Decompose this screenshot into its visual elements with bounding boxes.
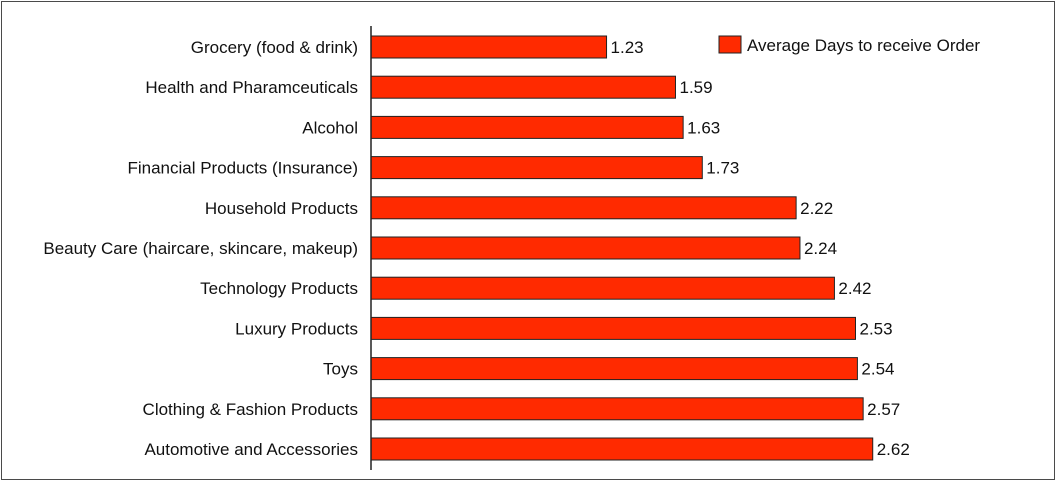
bar bbox=[370, 156, 703, 180]
bar bbox=[370, 35, 608, 59]
value-label: 2.53 bbox=[859, 319, 892, 338]
category-label: Household Products bbox=[205, 199, 358, 218]
value-label: 2.22 bbox=[800, 199, 833, 218]
bar bbox=[370, 75, 676, 99]
bar bbox=[370, 276, 835, 300]
value-label: 2.57 bbox=[867, 400, 900, 419]
bars-group bbox=[370, 35, 874, 461]
category-label: Beauty Care (haircare, skincare, makeup) bbox=[43, 239, 358, 258]
bar bbox=[370, 357, 858, 381]
value-label: 2.62 bbox=[877, 440, 910, 459]
category-label: Health and Pharamceuticals bbox=[145, 78, 358, 97]
bar bbox=[370, 196, 797, 220]
bar bbox=[370, 437, 874, 461]
value-label: 2.54 bbox=[861, 360, 894, 379]
legend-swatch bbox=[718, 35, 742, 54]
category-label: Alcohol bbox=[302, 118, 358, 137]
bar bbox=[370, 115, 684, 139]
value-label: 2.24 bbox=[804, 239, 837, 258]
category-label: Luxury Products bbox=[235, 319, 358, 338]
bar bbox=[370, 397, 864, 421]
category-label: Clothing & Fashion Products bbox=[143, 400, 358, 419]
category-label: Technology Products bbox=[200, 279, 358, 298]
category-labels-group: Grocery (food & drink) Health and Pharamc… bbox=[43, 38, 358, 459]
legend: Average Days to receive Order bbox=[718, 35, 980, 55]
category-label: Grocery (food & drink) bbox=[191, 38, 358, 57]
category-label: Toys bbox=[323, 360, 358, 379]
legend-label: Average Days to receive Order bbox=[747, 36, 980, 55]
bar bbox=[370, 316, 856, 340]
value-label: 2.42 bbox=[838, 279, 871, 298]
value-label: 1.23 bbox=[611, 38, 644, 57]
category-label: Automotive and Accessories bbox=[144, 440, 358, 459]
value-labels-group: 1.23 1.59 1.63 1.73 2.22 2.24 2.42 2.53 2.54 2.57… bbox=[611, 38, 910, 459]
value-label: 1.73 bbox=[706, 159, 739, 178]
category-label: Financial Products (Insurance) bbox=[127, 159, 358, 178]
bar bbox=[370, 236, 801, 260]
value-label: 1.59 bbox=[679, 78, 712, 97]
value-label: 1.63 bbox=[687, 118, 720, 137]
